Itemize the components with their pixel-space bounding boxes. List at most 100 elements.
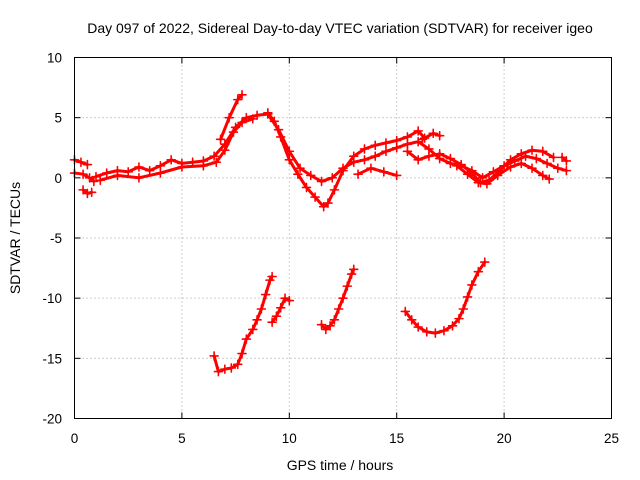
data-point (187, 157, 198, 167)
data-point (381, 138, 391, 148)
data-point (553, 163, 563, 174)
data-point (134, 173, 144, 183)
data-point (293, 169, 303, 180)
data-point (123, 167, 133, 177)
data-point (413, 154, 423, 165)
data-point (537, 170, 548, 181)
data-point (329, 185, 340, 195)
data-point (316, 176, 327, 187)
data-point (348, 151, 359, 161)
data-point (321, 324, 331, 335)
y-tick-label: -5 (50, 231, 62, 246)
data-point (76, 157, 86, 167)
data-point (479, 257, 490, 267)
data-point (454, 313, 464, 324)
data-point (318, 201, 329, 212)
data-point (561, 165, 572, 176)
data-point (237, 348, 247, 359)
data-point (359, 144, 370, 154)
data-point (381, 146, 391, 157)
data-point (252, 315, 262, 325)
data-point (445, 153, 456, 164)
data-point (548, 152, 559, 163)
series-line (356, 166, 399, 177)
data-point (95, 175, 106, 186)
data-point (447, 321, 458, 331)
data-point (346, 269, 357, 279)
data-point (430, 328, 441, 338)
data-point (316, 319, 327, 330)
data-point (406, 315, 417, 325)
data-point (271, 311, 282, 322)
data-point (198, 161, 209, 171)
data-point (211, 157, 222, 167)
data-point (400, 306, 411, 317)
data-point (232, 359, 243, 370)
data-point (226, 363, 237, 373)
data-point (542, 158, 552, 169)
data-point (215, 134, 226, 145)
y-tick-label: 0 (54, 171, 62, 186)
data-point (561, 156, 572, 166)
data-point (101, 168, 112, 178)
series-arc-6 (215, 90, 247, 145)
data-point (391, 135, 402, 146)
series-arc-7 (263, 108, 430, 212)
data-point (232, 94, 243, 105)
data-point (421, 327, 432, 337)
data-point (267, 271, 277, 282)
data-point (263, 108, 273, 118)
data-point (467, 280, 477, 290)
data-point (269, 116, 280, 127)
data-point (329, 315, 340, 325)
series-arc-11 (452, 158, 555, 189)
data-point (417, 134, 428, 145)
y-tick-label: -15 (42, 351, 62, 366)
data-point (505, 162, 516, 172)
series-arc-13 (209, 271, 277, 377)
data-point (209, 151, 219, 161)
data-point (82, 159, 93, 170)
series-arc-15 (316, 264, 359, 335)
chart-title: Day 097 of 2022, Sidereal Day-to-day VTE… (87, 20, 593, 36)
data-point (434, 148, 445, 159)
data-point (359, 154, 370, 165)
data-point (557, 152, 567, 163)
data-point (134, 162, 144, 172)
data-point (82, 188, 93, 199)
data-point (237, 117, 247, 128)
data-point (327, 173, 338, 183)
data-point (402, 146, 413, 157)
data-point (256, 304, 267, 314)
data-point (333, 304, 344, 314)
data-point (458, 304, 469, 314)
series-line (455, 161, 551, 186)
x-tick-label: 5 (178, 431, 186, 446)
data-point (224, 112, 234, 123)
series-arc-14 (267, 293, 295, 328)
data-point (348, 264, 359, 275)
x-tick-label: 25 (604, 431, 619, 446)
series-arc-2 (69, 168, 99, 187)
data-point (305, 170, 316, 181)
data-point (516, 148, 527, 159)
data-point (220, 364, 230, 374)
data-point (78, 185, 88, 195)
data-point (78, 169, 88, 180)
series-arc-3 (78, 185, 97, 199)
data-point (462, 169, 473, 180)
data-point (370, 140, 381, 151)
data-point (177, 162, 187, 172)
data-point (112, 170, 123, 181)
data-point (166, 154, 176, 165)
data-point (439, 325, 449, 336)
data-point (366, 163, 376, 174)
data-point (473, 177, 484, 188)
data-point (284, 295, 295, 306)
data-point (209, 351, 219, 361)
data-point (428, 128, 439, 139)
data-point (391, 170, 402, 181)
y-tick-label: 10 (47, 51, 62, 66)
data-point (434, 130, 445, 141)
data-point (301, 182, 312, 193)
